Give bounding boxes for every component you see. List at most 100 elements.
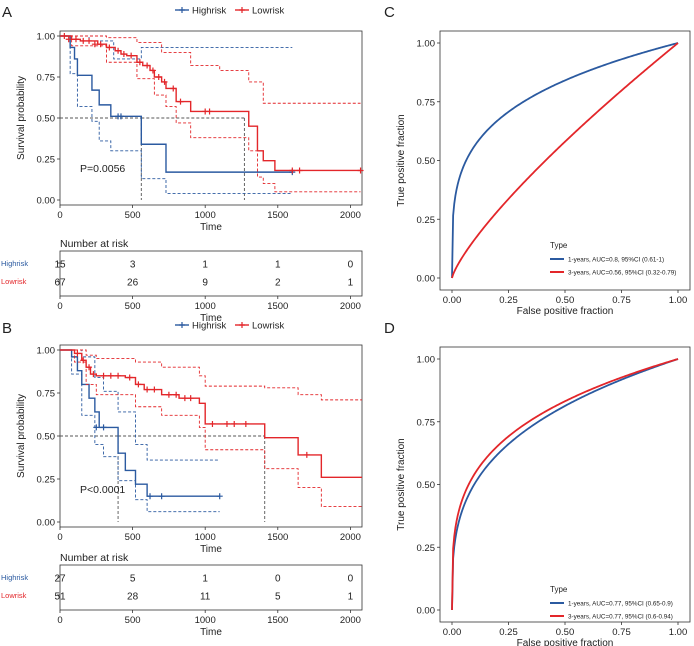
- highrisk-legend-mark: [179, 7, 185, 13]
- lowrisk-censor-mark: [187, 395, 194, 402]
- y-tick-label: 0.50: [37, 114, 56, 125]
- km-plot-b: 0.00 0.25 0.50 0.75 1.00 0 500 1000 1500 2000 Time…: [16, 321, 363, 555]
- highrisk-legend-label: Highrisk: [192, 321, 227, 332]
- highrisk-legend-label: Highrisk: [192, 6, 227, 17]
- highrisk-risk-count: 1: [202, 260, 208, 271]
- risk-table-title: Number at risk: [60, 238, 129, 250]
- x-tick-label: 0: [57, 532, 62, 543]
- lowrisk-risk-count: 2: [275, 278, 281, 289]
- lowrisk-censor-mark: [126, 374, 133, 381]
- panel-letter-c: C: [384, 4, 395, 21]
- highrisk-risk-count: 0: [348, 574, 354, 585]
- lowrisk-risk-count: 28: [127, 592, 139, 603]
- risk-x-tick-label: 500: [125, 301, 141, 312]
- panel-letter-a: A: [2, 4, 12, 21]
- y-tick-label: 0.25: [417, 543, 436, 554]
- y-tick-label: 1.00: [417, 355, 436, 366]
- lowrisk-censor-mark: [242, 420, 249, 427]
- x-tick-label: 1500: [267, 210, 288, 221]
- lowrisk-legend-mark: [239, 7, 245, 13]
- x-tick-label: 0.00: [443, 627, 462, 638]
- lowrisk-censor-mark: [223, 420, 230, 427]
- lowrisk-censor-mark: [115, 372, 122, 379]
- lowrisk-censor-mark: [72, 36, 79, 43]
- lowrisk-censor-mark: [357, 167, 364, 174]
- risk-x-tick-label: 1500: [267, 615, 288, 626]
- x-tick-label: 0.50: [556, 627, 575, 638]
- x-tick-label: 0.00: [443, 295, 462, 306]
- legend-label-1: 1-years, AUC=0.8, 95%CI (0.61-1): [568, 257, 664, 264]
- x-axis-label: Time: [200, 544, 222, 555]
- km-plot-a: 0.00 0.25 0.50 0.75 1.00 0 500 1000 1500 2000 Time…: [16, 6, 364, 233]
- lowrisk-survival-curve: [60, 349, 362, 478]
- roc-curve-2: [451, 358, 679, 611]
- y-tick-label: 0.00: [417, 606, 436, 617]
- y-tick-label: 0.00: [417, 274, 436, 285]
- highrisk-censor-mark: [216, 493, 223, 500]
- x-tick-label: 1.00: [669, 295, 688, 306]
- x-tick-label: 1500: [267, 532, 288, 543]
- lowrisk-censor-mark: [65, 36, 72, 43]
- x-tick-label: 500: [125, 532, 141, 543]
- x-tick-label: 500: [125, 210, 141, 221]
- highrisk-censor-mark: [93, 424, 100, 431]
- highrisk-risk-count: 0: [348, 260, 354, 271]
- lowrisk-censor-mark: [296, 167, 303, 174]
- x-axis-label: False positive fraction: [517, 638, 614, 646]
- risk-table-frame: [59, 564, 363, 611]
- highrisk-censor-mark: [100, 424, 107, 431]
- lowrisk-censor-mark: [86, 37, 93, 44]
- risk-x-tick-label: 0: [57, 615, 62, 626]
- lowrisk-row-label: Lowrisk: [1, 277, 27, 286]
- lowrisk-censor-mark: [289, 167, 296, 174]
- lowrisk-ci-upper: [60, 35, 361, 104]
- lowrisk-censor-mark: [128, 52, 135, 59]
- y-tick-label: 1.00: [417, 39, 436, 50]
- y-tick-label: 0.50: [417, 156, 436, 167]
- highrisk-legend-mark: [179, 322, 185, 328]
- y-tick-label: 0.75: [417, 97, 436, 108]
- highrisk-censor-mark: [147, 493, 154, 500]
- lowrisk-ci-lower: [60, 35, 361, 193]
- lowrisk-censor-mark: [231, 420, 238, 427]
- lowrisk-censor-mark: [97, 41, 104, 48]
- highrisk-row-label: Highrisk: [1, 573, 28, 582]
- x-tick-label: 1000: [195, 210, 216, 221]
- roc-plot-c: 0.00 0.25 0.50 0.75 1.00 0.00 0.25 0.50 0.75 1.00…: [396, 30, 691, 317]
- roc-curve-1: [451, 358, 679, 611]
- y-tick-label: 1.00: [37, 346, 56, 357]
- lowrisk-risk-count: 5: [275, 592, 281, 603]
- highrisk-censor-mark: [117, 113, 124, 120]
- p-value-label: P<0.0001: [80, 484, 125, 496]
- legend-title: Type: [550, 585, 568, 594]
- lowrisk-censor-mark: [165, 391, 172, 398]
- y-tick-label: 0.25: [37, 155, 56, 166]
- lowrisk-censor-mark: [115, 47, 122, 54]
- lowrisk-row-label: Lowrisk: [1, 591, 27, 600]
- lowrisk-censor-mark: [86, 364, 93, 371]
- x-axis-label: False positive fraction: [517, 306, 614, 317]
- lowrisk-censor-mark: [206, 108, 213, 115]
- lowrisk-risk-count: 67: [54, 278, 66, 289]
- lowrisk-censor-mark: [100, 372, 107, 379]
- y-tick-label: 0.00: [37, 196, 56, 207]
- x-tick-label: 0.25: [499, 295, 518, 306]
- lowrisk-censor-mark: [151, 386, 158, 393]
- risk-x-tick-label: 1500: [267, 301, 288, 312]
- lowrisk-risk-count: 1: [348, 278, 354, 289]
- x-tick-label: 0.75: [612, 627, 631, 638]
- lowrisk-censor-mark: [107, 372, 114, 379]
- x-tick-label: 0.50: [556, 295, 575, 306]
- lowrisk-censor-mark: [74, 350, 81, 357]
- lowrisk-legend-mark: [239, 322, 245, 328]
- highrisk-survival-curve: [60, 35, 293, 173]
- lowrisk-censor-mark: [136, 59, 143, 66]
- panel-letter-b: B: [2, 320, 12, 337]
- x-tick-label: 2000: [340, 210, 361, 221]
- highrisk-risk-count: 0: [275, 574, 281, 585]
- risk-x-tick-label: 500: [125, 615, 141, 626]
- lowrisk-censor-mark: [303, 451, 310, 458]
- lowrisk-ci-lower: [60, 349, 362, 507]
- y-axis-label: True positive fraction: [396, 438, 407, 530]
- y-axis-label: True positive fraction: [396, 114, 407, 206]
